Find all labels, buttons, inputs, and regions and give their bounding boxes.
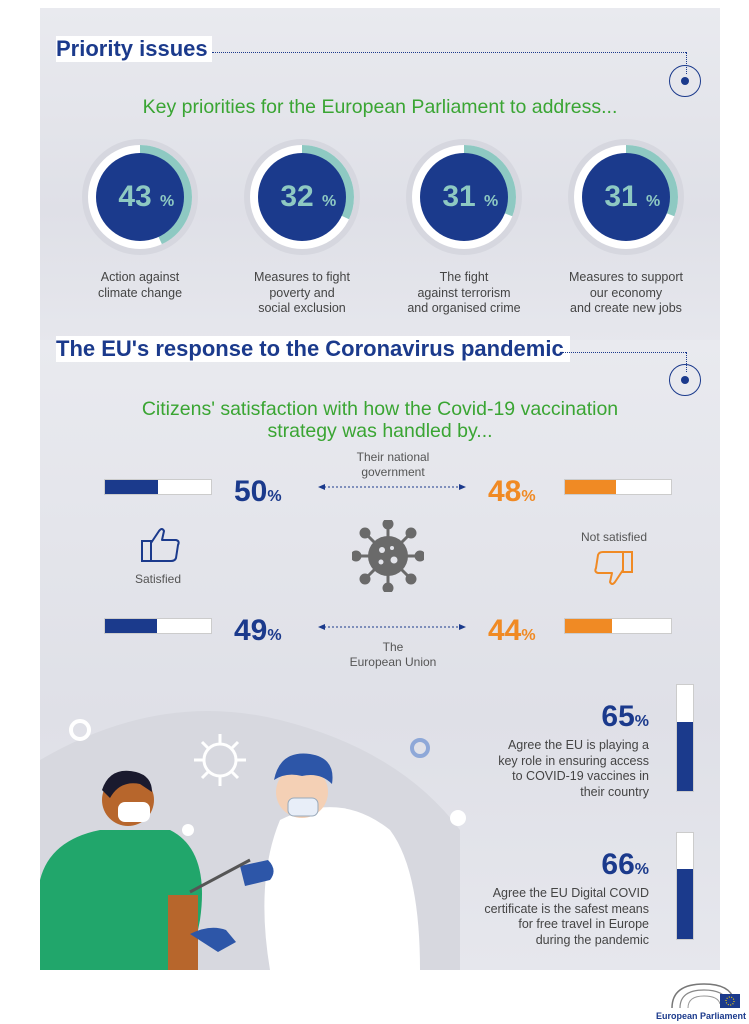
stat-description: Agree the EU is playing a key role in ens… <box>498 738 649 800</box>
pct-sign: % <box>267 488 282 505</box>
divider <box>686 352 687 372</box>
stat-line: their country <box>580 784 649 799</box>
divider <box>562 352 686 353</box>
priority-label-line: climate change <box>97 285 183 300</box>
priority-item: 32% Measures to fight poverty and social ex… <box>232 138 372 317</box>
donut-chart: 31% <box>406 139 522 255</box>
priority-title: Priority issues <box>56 36 212 62</box>
stat-bar-fill <box>677 869 693 939</box>
stat-bar-fill <box>677 722 693 791</box>
pct-sign: % <box>521 627 536 644</box>
stat-line: during the pandemic <box>535 932 649 947</box>
covid-subtitle-line-2: strategy was handled by... <box>267 420 493 442</box>
national-not-satisfied-value: 48% <box>488 475 536 509</box>
priority-item: 43% Action against climate change <box>70 138 210 301</box>
priority-subtitle: Key priorities for the European Parliame… <box>142 96 618 118</box>
eu-label-line: European Union <box>349 655 437 669</box>
donut-chart: 32% <box>244 139 360 255</box>
stat-line: key role in ensuring access <box>498 753 649 768</box>
eu-not-satisfied-bar <box>564 618 672 634</box>
eu-satisfied-value: 49% <box>234 614 282 648</box>
priority-label-line: our economy <box>589 285 663 300</box>
target-icon <box>669 65 701 97</box>
stat-line: to COVID-19 vaccines in <box>512 769 649 783</box>
eu-label-line: The <box>382 640 404 654</box>
donut-chart: 43% <box>82 139 198 255</box>
value: 66 <box>601 848 635 881</box>
stat-line: certificate is the safest means <box>484 901 649 916</box>
covid-subtitle: Citizens' satisfaction with how the Covi… <box>40 398 720 442</box>
donut-value: 31 <box>442 180 475 213</box>
stat-value: 65% <box>601 700 649 734</box>
national-government-label: Their national government <box>320 450 466 480</box>
stat-bar <box>676 832 694 940</box>
donut-chart: 31% <box>568 139 684 255</box>
stat-description: Agree the EU Digital COVID certificate is… <box>484 886 649 948</box>
donut-pct-sign: % <box>160 193 174 210</box>
not-satisfied-label: Not satisfied <box>580 530 648 544</box>
divider <box>686 52 687 74</box>
pct-sign: % <box>521 488 536 505</box>
national-not-satisfied-bar <box>564 479 672 495</box>
stat-value: 66% <box>601 848 649 882</box>
divider <box>212 52 686 53</box>
virus-icon <box>352 520 424 592</box>
satisfied-label: Satisfied <box>134 572 182 586</box>
priority-label-line: Measures to fight <box>254 270 350 284</box>
stat-line: Agree the EU Digital COVID <box>492 886 649 900</box>
priority-label-line: The fight <box>439 270 489 284</box>
priority-label-line: Action against <box>100 270 180 284</box>
vaccination-illustration <box>40 711 466 970</box>
european-parliament-logo <box>671 983 740 1009</box>
arrow-icon <box>318 624 466 630</box>
stat-line: for free travel in Europe <box>518 917 649 931</box>
thumbs-down-icon <box>594 551 633 585</box>
national-satisfied-value: 50% <box>234 475 282 509</box>
covid-subtitle-line-1: Citizens' satisfaction with how the Covi… <box>141 398 619 420</box>
national-label-line: Their national <box>356 450 430 464</box>
value: 44 <box>488 614 522 647</box>
priority-item: 31% Measures to support our economy and cre… <box>556 138 696 317</box>
thumbs-up-icon <box>141 528 180 562</box>
pct-sign: % <box>634 861 649 878</box>
donut-arc <box>574 145 678 249</box>
priority-label-line: Measures to support <box>569 270 683 284</box>
eu-satisfied-bar <box>104 618 212 634</box>
eu-not-satisfied-value: 44% <box>488 614 536 648</box>
value: 48 <box>488 475 522 508</box>
national-satisfied-bar <box>104 479 212 495</box>
stat-bar <box>676 684 694 792</box>
priority-label-line: poverty and <box>269 285 335 300</box>
priority-label-line: social exclusion <box>258 301 346 315</box>
national-label-line: government <box>361 465 425 479</box>
european-union-label: The European Union <box>320 640 466 670</box>
priority-label: Measures to support our economy and create… <box>556 270 696 317</box>
priority-label: Action against climate change <box>70 270 210 301</box>
logo-text: European Parliament <box>655 1011 746 1021</box>
value: 49 <box>234 614 268 647</box>
value: 50 <box>234 475 268 508</box>
donut-pct-sign: % <box>322 193 336 210</box>
stat-line: Agree the EU is playing a <box>507 738 649 752</box>
target-icon <box>669 364 701 396</box>
priority-label: Measures to fight poverty and social exclu… <box>232 270 372 317</box>
priority-label-line: and organised crime <box>407 301 521 315</box>
priority-label: The fight against terrorism and organised … <box>394 270 534 317</box>
donut-arc <box>412 145 516 249</box>
priority-label-line: against terrorism <box>417 285 511 300</box>
pct-sign: % <box>634 713 649 730</box>
value: 65 <box>601 700 635 733</box>
donut-value: 32 <box>280 180 313 213</box>
donut-arc <box>88 145 192 249</box>
donut-pct-sign: % <box>484 193 498 210</box>
donut-pct-sign: % <box>646 193 660 210</box>
donut-value: 43 <box>118 180 151 213</box>
pct-sign: % <box>267 627 282 644</box>
priority-item: 31% The fight against terrorism and organis… <box>394 138 534 317</box>
priority-label-line: and create new jobs <box>570 301 682 315</box>
donut-value: 31 <box>604 180 637 213</box>
covid-title: The EU's response to the Coronavirus pan… <box>56 336 570 362</box>
arrow-icon <box>318 484 466 490</box>
donut-arc <box>250 145 354 249</box>
